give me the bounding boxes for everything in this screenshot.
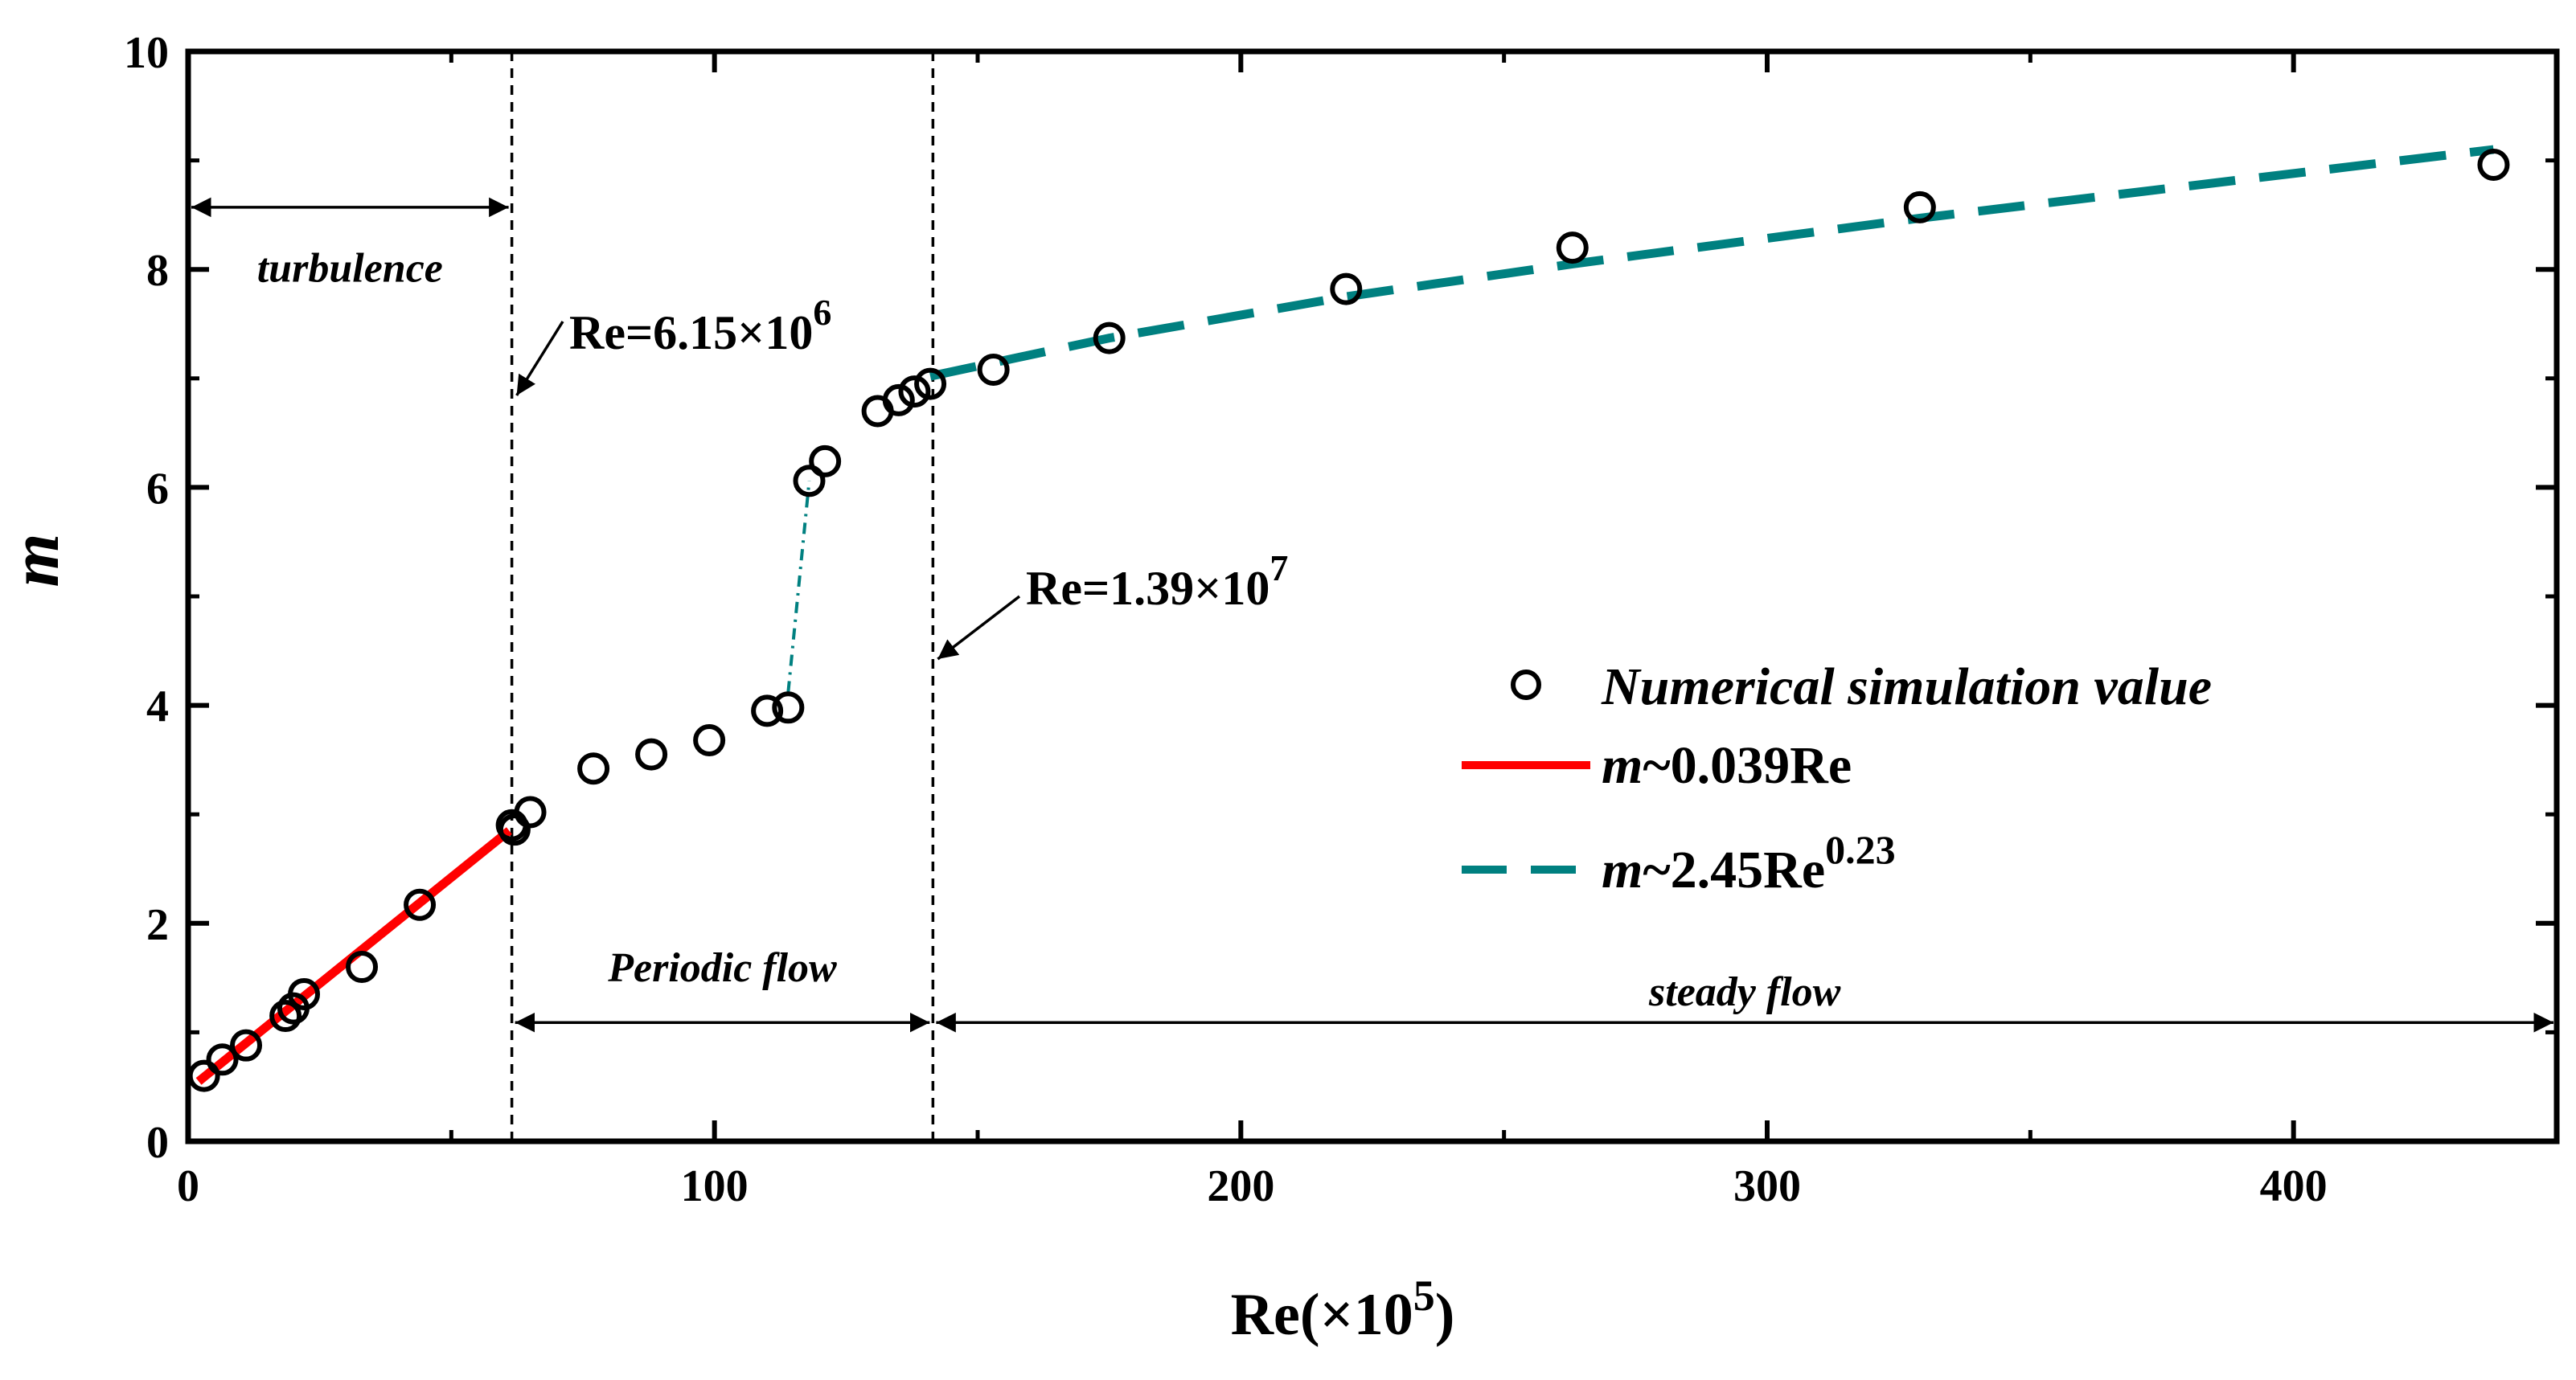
- annotation-arrow-1: [515, 321, 564, 396]
- x-tick-label: 300: [1733, 1161, 1801, 1211]
- data-point: [751, 694, 784, 727]
- region-label-periodic: Periodic flow: [607, 945, 837, 991]
- legend-label-power: m~2.45Re0.23: [1602, 827, 1896, 899]
- annotation-arrow-2: [937, 595, 1021, 661]
- data-point: [635, 738, 668, 771]
- data-point: [346, 951, 379, 984]
- legend-label-power-rest: ~2.45Re: [1643, 841, 1825, 899]
- legend-label-power-m: m: [1602, 841, 1643, 899]
- legend-label-linear: m~0.039Re: [1602, 736, 1852, 795]
- data-point: [693, 723, 726, 756]
- data-point: [514, 796, 547, 829]
- plot-area: 0 100 200 300 400 0 2 4 6 8 10: [124, 28, 2560, 1211]
- data-point: [206, 1043, 239, 1076]
- y-tick-label: 4: [146, 682, 169, 732]
- annotation-re-critical-2: Re=1.39×107: [1026, 547, 1288, 615]
- data-point: [2477, 149, 2510, 182]
- data-point: [1330, 272, 1363, 305]
- y-tick-label: 0: [146, 1118, 169, 1168]
- data-point: [498, 813, 531, 846]
- data-point: [187, 1059, 220, 1092]
- annotation-re-1-sup: 6: [813, 292, 831, 333]
- y-tick-label: 2: [146, 900, 169, 950]
- annotation-re-2-sup: 7: [1270, 547, 1288, 588]
- legend: Numerical simulation value m~0.039Re m~2…: [1462, 657, 2212, 899]
- x-tick-label: 400: [2260, 1161, 2328, 1211]
- data-point: [882, 383, 915, 416]
- data-point: [898, 375, 931, 408]
- x-tick-label: 200: [1207, 1161, 1274, 1211]
- x-axis-label-sup: 5: [1413, 1271, 1435, 1320]
- data-point: [914, 367, 947, 400]
- fit-line-power: [929, 145, 2495, 381]
- annotation-re-1-base: Re=6.15×10: [569, 306, 813, 359]
- data-point: [230, 1029, 263, 1062]
- x-axis-label-tail: ): [1435, 1282, 1455, 1348]
- legend-label-simulation: Numerical simulation value: [1601, 657, 2212, 716]
- x-tick-label: 100: [681, 1161, 749, 1211]
- x-axis-label: Re(×105): [1231, 1271, 1455, 1348]
- y-tick-label: 8: [146, 246, 169, 296]
- x-axis-label-base: Re(×10: [1231, 1282, 1413, 1348]
- region-label-turbulence: turbulence: [257, 245, 443, 291]
- y-axis-label: m: [0, 534, 73, 588]
- transition-line: [786, 481, 811, 693]
- legend-label-power-sup: 0.23: [1825, 827, 1896, 872]
- y-tick-label: 10: [124, 28, 169, 78]
- plot-frame: [185, 48, 2560, 1145]
- data-point: [1556, 231, 1589, 264]
- legend-label-linear-rest: ~0.039Re: [1643, 736, 1852, 795]
- data-point: [577, 752, 610, 785]
- data-point: [809, 444, 842, 477]
- data-point: [288, 977, 321, 1010]
- data-point: [977, 353, 1010, 386]
- legend-label-linear-m: m: [1602, 736, 1643, 795]
- data-point: [1093, 321, 1126, 354]
- data-point: [772, 691, 805, 724]
- data-point: [404, 888, 437, 921]
- y-tick-label: 6: [146, 464, 169, 514]
- annotation-re-2-base: Re=1.39×10: [1026, 562, 1270, 615]
- annotation-re-critical-1: Re=6.15×106: [569, 292, 831, 359]
- data-point: [1903, 190, 1936, 223]
- region-label-steady: steady flow: [1648, 969, 1841, 1015]
- x-tick-label: 0: [177, 1161, 199, 1211]
- data-point: [793, 465, 826, 498]
- data-point: [269, 1000, 302, 1033]
- legend-marker-circle: [1511, 670, 1541, 700]
